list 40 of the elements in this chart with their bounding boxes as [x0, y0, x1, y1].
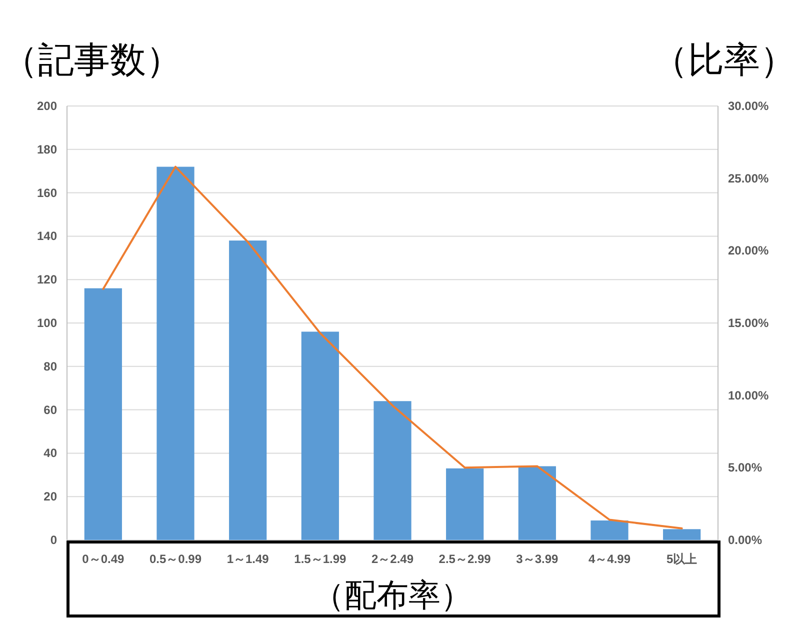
bar — [446, 468, 484, 540]
x-tick-label: 3～3.99 — [516, 552, 559, 566]
x-tick-label: 1～1.49 — [226, 552, 270, 566]
y2-tick-label: 5.00% — [728, 460, 762, 475]
y2-tick-label: 25.00% — [728, 171, 770, 186]
y2-tick-label: 20.00% — [728, 244, 770, 258]
y-tick-label: 100 — [36, 316, 58, 330]
y-tick-label: 120 — [36, 272, 58, 287]
x-tick-label: 5以上 — [666, 552, 698, 566]
x-tick-label: 2～2.49 — [371, 552, 414, 566]
x-tick-label: 4～4.99 — [588, 552, 631, 566]
x-tick-label: 0～0.49 — [82, 552, 125, 566]
bar — [156, 166, 194, 540]
y2-tick-label: 0.00% — [728, 533, 762, 547]
y-tick-label: 40 — [44, 446, 58, 460]
y2-tick-label: 10.00% — [728, 388, 770, 402]
x-tick-label: 2.5～2.99 — [438, 552, 492, 566]
y-tick-label: 0 — [50, 533, 58, 547]
bar — [518, 466, 556, 540]
x-tick-label: 0.5～0.99 — [149, 552, 202, 566]
y2-tick-label: 15.00% — [728, 316, 770, 330]
x-tick-label: 1.5～1.99 — [294, 552, 347, 566]
bar — [374, 401, 412, 540]
y-tick-label: 140 — [36, 229, 58, 244]
bar — [84, 288, 122, 540]
bar — [590, 520, 628, 540]
y2-tick-label: 30.00% — [728, 99, 770, 113]
y-axis-title: （記事数） — [2, 39, 182, 80]
y-tick-label: 160 — [36, 186, 58, 200]
bar — [301, 332, 339, 540]
bar — [663, 529, 701, 540]
y-tick-label: 200 — [36, 99, 58, 113]
line-series — [102, 166, 683, 530]
y2-axis-title: （比率） — [652, 39, 796, 80]
bar — [229, 240, 267, 540]
y-tick-label: 80 — [44, 359, 58, 374]
y-tick-label: 180 — [36, 142, 58, 156]
x-axis-title: （配布率） — [312, 577, 472, 613]
y-tick-label: 20 — [44, 490, 58, 504]
y-tick-label: 60 — [44, 402, 58, 417]
